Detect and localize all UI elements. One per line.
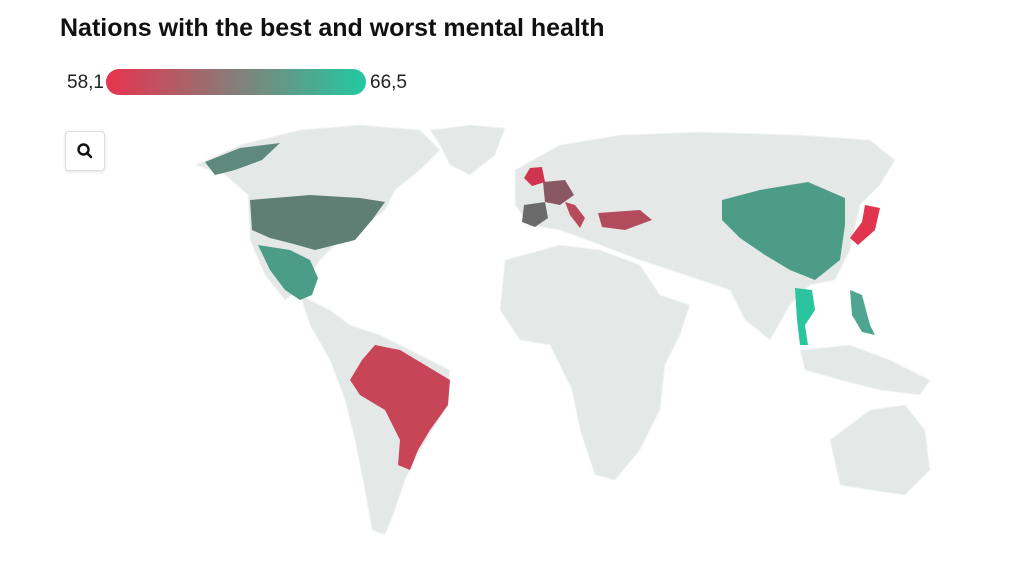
legend: 58,1 66,5: [67, 69, 407, 95]
country: [598, 210, 652, 230]
world-map: [193, 124, 931, 536]
country: [722, 182, 845, 280]
search-button[interactable]: [65, 131, 105, 171]
country: [795, 288, 815, 345]
search-icon: [77, 143, 93, 159]
country: [565, 202, 585, 228]
country: [850, 290, 875, 335]
country: [543, 180, 574, 205]
country: [350, 345, 450, 470]
country: [250, 195, 385, 250]
legend-gradient: [106, 69, 366, 95]
map-title: Nations with the best and worst mental h…: [60, 14, 605, 42]
country: [258, 245, 318, 300]
legend-min-label: 58,1: [67, 72, 104, 93]
country: [524, 167, 545, 186]
country: [850, 205, 880, 245]
country: [522, 202, 548, 227]
legend-max-label: 66,5: [370, 72, 407, 93]
country: [205, 143, 280, 175]
